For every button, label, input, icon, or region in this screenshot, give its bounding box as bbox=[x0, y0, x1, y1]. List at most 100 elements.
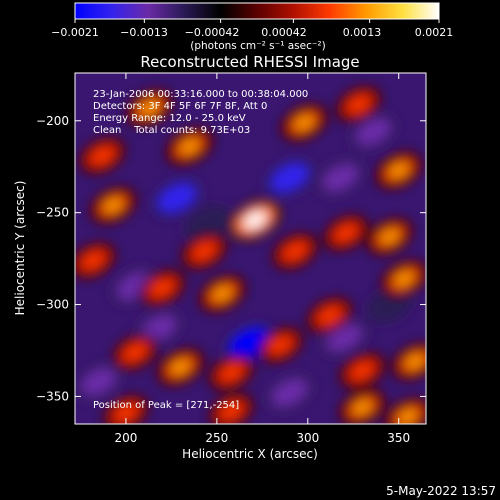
blob-center bbox=[212, 285, 233, 302]
x-tick-label: 350 bbox=[387, 431, 410, 445]
info-line-time: 23-Jan-2006 00:33:16.000 to 00:38:04.000 bbox=[93, 89, 308, 100]
blob-center bbox=[88, 374, 109, 390]
x-axis-label: Heliocentric X (arcsec) bbox=[182, 447, 318, 461]
emission-blob bbox=[306, 296, 353, 335]
emission-blob bbox=[366, 217, 414, 256]
y-tick-label: −350 bbox=[36, 389, 69, 403]
info-block: 23-Jan-2006 00:33:16.000 to 00:38:04.000… bbox=[93, 89, 308, 136]
blob-center bbox=[294, 115, 315, 131]
negative-blob bbox=[152, 178, 202, 218]
emission-blob bbox=[156, 347, 205, 387]
blob-center bbox=[238, 334, 261, 352]
blob-center bbox=[243, 211, 267, 229]
blob-center bbox=[139, 100, 160, 116]
emission-blob bbox=[208, 354, 255, 391]
colorbar-tick-label-1: −0.0013 bbox=[120, 26, 168, 39]
blob-center bbox=[222, 403, 241, 419]
blob-center bbox=[271, 337, 290, 353]
emission-blob bbox=[391, 342, 426, 381]
emission-blob bbox=[322, 214, 369, 252]
emission-blob bbox=[374, 151, 423, 190]
blob-center bbox=[336, 225, 356, 241]
emission-blob bbox=[208, 392, 255, 424]
emission-blob bbox=[112, 333, 159, 371]
blob-center bbox=[380, 297, 400, 312]
info-line-energy: Energy Range: 12.0 - 25.0 keV bbox=[93, 113, 246, 124]
blob-center bbox=[103, 197, 123, 213]
colorbar-tick-label-0: −0.0021 bbox=[51, 26, 99, 39]
emission-blob bbox=[102, 394, 149, 424]
date-stamp: 5-May-2022 13:57 bbox=[386, 484, 496, 498]
emission-blob bbox=[165, 127, 214, 166]
emission-blob bbox=[280, 103, 328, 142]
blob-center bbox=[221, 365, 241, 380]
colorbar-tick-label-3: 0.00042 bbox=[261, 26, 307, 39]
blob-center bbox=[330, 170, 351, 186]
blob-center bbox=[152, 280, 172, 296]
plot-title: Reconstructed RHESSI Image bbox=[140, 53, 359, 71]
negative-blob bbox=[316, 158, 365, 197]
emission-blob bbox=[257, 326, 304, 364]
blob-center bbox=[83, 253, 103, 268]
blob-center bbox=[166, 189, 188, 206]
plot-frame bbox=[74, 72, 427, 425]
blob-center bbox=[285, 243, 305, 259]
blob-center bbox=[352, 399, 373, 415]
x-tick-label: 200 bbox=[114, 431, 137, 445]
y-axis-label: Heliocentric Y (arcsec) bbox=[13, 181, 27, 316]
colorbar-gradient bbox=[74, 2, 440, 20]
x-axis-ticks: 200 250 300 350 bbox=[114, 73, 410, 445]
blob-center bbox=[363, 124, 384, 140]
y-tick-label: −200 bbox=[36, 114, 69, 128]
blob-center bbox=[92, 148, 112, 164]
blob-center bbox=[379, 229, 400, 245]
emission-blob bbox=[89, 186, 137, 225]
blob-center bbox=[352, 363, 372, 379]
x-tick-label: 300 bbox=[296, 431, 319, 445]
colorbar-tick-label-2: −0.00042 bbox=[185, 26, 240, 39]
y-axis-ticks: −200 −250 −300 −350 bbox=[36, 114, 426, 403]
blob-center bbox=[116, 405, 136, 421]
info-line-detectors: Detectors: 3F 4F 5F 6F 7F 8F, Att 0 bbox=[93, 101, 267, 112]
emission-blob bbox=[271, 232, 319, 270]
emission-blob bbox=[380, 259, 426, 298]
blob-center bbox=[179, 138, 200, 155]
x-tick-label: 250 bbox=[205, 431, 228, 445]
blob-center bbox=[198, 216, 218, 232]
emission-blob bbox=[79, 137, 126, 175]
negative-blob bbox=[349, 113, 397, 151]
negative-blob bbox=[184, 205, 232, 243]
emission-blob bbox=[75, 242, 117, 279]
blob-center bbox=[405, 354, 425, 370]
blob-center bbox=[388, 162, 409, 178]
info-line-clean: Clean Total counts: 9.73E+03 bbox=[93, 125, 250, 136]
emission-blob bbox=[338, 388, 386, 424]
colorbar-tick-label-5: 0.0021 bbox=[415, 26, 454, 39]
colorbar-tick-label-4: 0.0013 bbox=[343, 26, 382, 39]
emission-blob bbox=[180, 232, 228, 270]
peak-position-label: Position of Peak = [271,-254] bbox=[93, 400, 239, 411]
blob-center bbox=[194, 243, 214, 259]
blob-center bbox=[319, 308, 340, 323]
emission-blob bbox=[335, 85, 382, 123]
blob-center bbox=[394, 271, 415, 287]
blob-center bbox=[397, 409, 418, 424]
emission-blob bbox=[228, 199, 282, 241]
blob-center bbox=[279, 385, 300, 401]
heatmap-image bbox=[75, 73, 426, 424]
blob-center bbox=[148, 320, 169, 336]
colorbar-units: (photons cm⁻² s⁻¹ asec⁻²) bbox=[190, 40, 325, 52]
colorbar: −0.0021 −0.0013 −0.00042 0.00042 0.0013 … bbox=[51, 2, 454, 52]
emission-blob bbox=[339, 352, 386, 390]
negative-blob bbox=[265, 373, 314, 412]
heatmap-blobs bbox=[75, 85, 426, 424]
emission-blob bbox=[126, 89, 174, 127]
blob-center bbox=[349, 96, 369, 112]
y-tick-label: −250 bbox=[36, 206, 69, 220]
blob-center bbox=[334, 330, 355, 346]
negative-blob bbox=[223, 322, 276, 364]
emission-blob bbox=[198, 274, 247, 313]
colorbar-ticks bbox=[74, 19, 440, 23]
negative-blob bbox=[75, 362, 123, 401]
